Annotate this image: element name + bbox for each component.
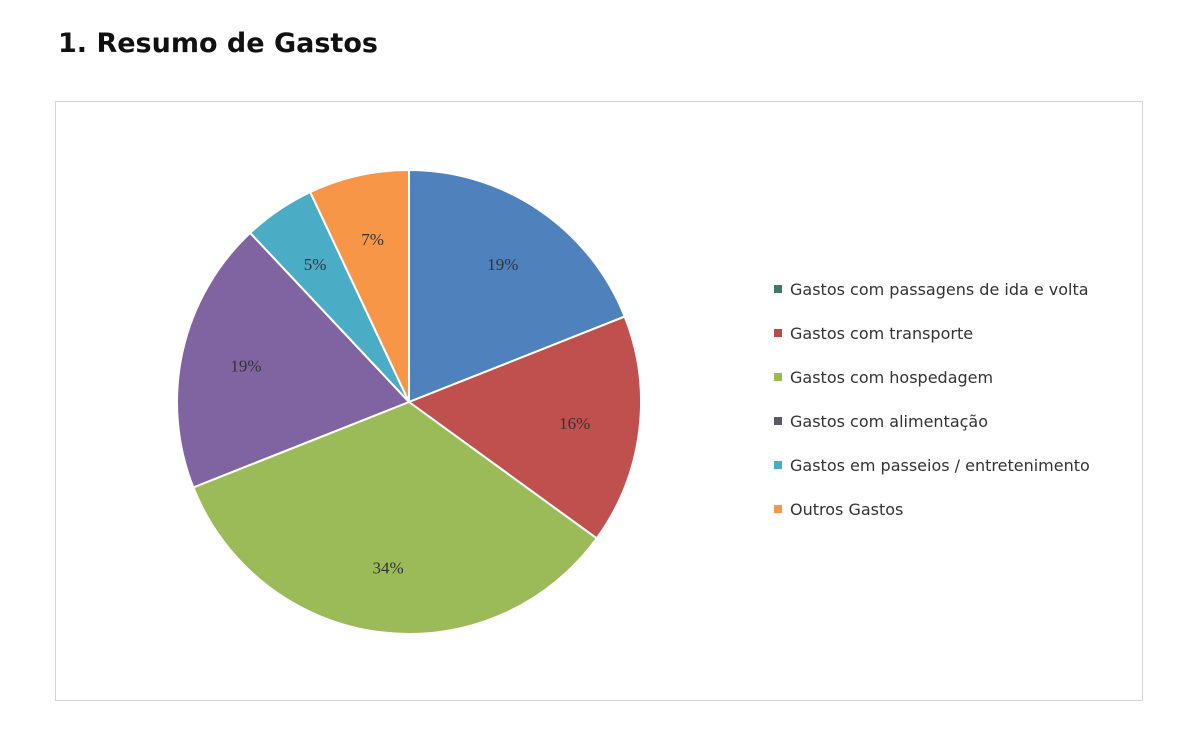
legend-swatch bbox=[774, 505, 782, 513]
slice-label-6: 7% bbox=[361, 230, 384, 249]
legend-item: Gastos com passagens de ida e volta bbox=[774, 278, 1090, 300]
legend-item: Outros Gastos bbox=[774, 498, 1090, 520]
legend-label: Gastos com hospedagem bbox=[790, 367, 994, 387]
pie-slice-3 bbox=[191, 400, 599, 635]
legend-item: Gastos com alimentação bbox=[774, 410, 1090, 432]
slice-label-1: 19% bbox=[487, 255, 518, 274]
chart-area: 19% 16% 34% 19% 5% 7% Gastos com passagens de… bbox=[55, 101, 1143, 701]
legend-swatch bbox=[774, 329, 782, 337]
pie-chart: 19% 16% 34% 19% 5% 7% bbox=[176, 168, 642, 635]
legend-label: Gastos com transporte bbox=[790, 323, 974, 343]
pie-slice-6 bbox=[308, 168, 410, 403]
legend-swatch bbox=[774, 417, 782, 425]
legend-swatch bbox=[774, 461, 782, 469]
legend-label: Gastos em passeios / entretenimento bbox=[790, 455, 1090, 475]
slice-label-4: 19% bbox=[230, 357, 261, 376]
slice-label-5: 5% bbox=[304, 255, 327, 274]
slice-label-3: 34% bbox=[372, 559, 403, 578]
legend-item: Gastos em passeios / entretenimento bbox=[774, 454, 1090, 476]
pie-slice-1 bbox=[408, 168, 627, 404]
legend-label: Outros Gastos bbox=[790, 499, 904, 519]
legend-item: Gastos com hospedagem bbox=[774, 366, 1090, 388]
legend-label: Gastos com passagens de ida e volta bbox=[790, 279, 1089, 299]
legend-item: Gastos com transporte bbox=[774, 322, 1090, 344]
page-title: 1. Resumo de Gastos bbox=[58, 28, 378, 59]
chart-legend: Gastos com passagens de ida e volta Gasto… bbox=[774, 278, 1090, 542]
legend-swatch bbox=[774, 285, 782, 293]
legend-label: Gastos com alimentação bbox=[790, 411, 989, 431]
legend-swatch bbox=[774, 373, 782, 381]
slice-label-2: 16% bbox=[559, 414, 590, 433]
pie-slice-2 bbox=[406, 315, 642, 540]
pie-slice-4 bbox=[176, 231, 411, 489]
